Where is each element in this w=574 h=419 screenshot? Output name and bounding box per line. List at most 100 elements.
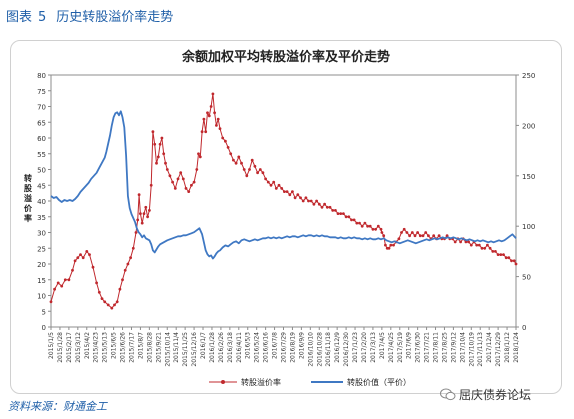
- premium-point: [402, 227, 406, 231]
- premium-point: [424, 231, 428, 234]
- premium-point: [514, 262, 518, 266]
- premium-point: [491, 250, 495, 253]
- premium-point: [266, 180, 270, 184]
- x-tick-label: 2015/6/5: [111, 332, 118, 359]
- y-left-tick-label: 35: [37, 214, 46, 222]
- premium-point: [200, 130, 204, 134]
- premium-point: [488, 246, 492, 250]
- x-tick-label: 2016/4/11: [236, 332, 243, 363]
- premium-point: [195, 168, 199, 171]
- premium-point: [380, 231, 384, 234]
- premium-point: [91, 265, 95, 269]
- x-tick-label: 2016/6/16: [263, 332, 270, 363]
- figure-caption: 图表 5 历史转股溢价率走势: [6, 6, 173, 25]
- x-tick-label: 2016/1/28: [209, 332, 216, 363]
- y-left-tick-label: 80: [37, 72, 46, 80]
- y-right-tick-label: 200: [522, 122, 535, 130]
- premium-point: [483, 246, 487, 250]
- premium-point: [165, 168, 169, 171]
- x-tick-label: 2017/8/25: [441, 332, 448, 363]
- premium-point: [272, 180, 276, 184]
- premium-point: [242, 168, 246, 171]
- x-tick-label: 2017/7/21: [424, 332, 431, 363]
- premium-point: [206, 111, 209, 115]
- premium-point: [437, 234, 441, 238]
- x-tick-label: 2017/12/29: [495, 332, 502, 367]
- legend-premium-marker: [221, 380, 225, 384]
- premium-point: [226, 146, 230, 149]
- premium-point: [269, 183, 273, 187]
- x-tick-label: 2018/1/24: [513, 332, 520, 363]
- premium-point: [384, 243, 387, 247]
- x-tick-label: 2016/7/8: [272, 332, 279, 359]
- premium-point: [218, 127, 222, 130]
- x-tick-label: 2017/5/19: [397, 332, 404, 363]
- premium-point: [56, 281, 60, 285]
- premium-point: [207, 114, 211, 118]
- premium-point: [387, 246, 391, 250]
- x-tick-label: 2015/1/5: [48, 332, 55, 359]
- premium-point: [285, 190, 289, 194]
- watermark: 屈庆债券论坛: [440, 386, 531, 403]
- price-series-line: [50, 110, 517, 260]
- x-tick-label: 2015/10/14: [164, 332, 171, 367]
- caption-prefix: 图表: [6, 10, 33, 25]
- x-tick-label: 2016/5/3: [245, 332, 252, 359]
- premium-point: [320, 205, 324, 209]
- premium-point: [371, 227, 375, 231]
- y-left-tick-label: 20: [37, 261, 46, 269]
- y-left-tick-label: 15: [37, 277, 46, 285]
- premium-point: [190, 183, 193, 187]
- premium-point: [464, 240, 468, 244]
- legend-premium-label: 转股溢价率: [241, 377, 281, 387]
- premium-point: [248, 168, 251, 171]
- premium-point: [475, 243, 479, 247]
- chart-svg: 余额加权平均转股溢价率及平价走势 0 5 10 15 20 25 30 35 40 45 50 55 60…: [24, 49, 535, 387]
- y-left-tick-label: 30: [37, 230, 46, 238]
- premium-point: [504, 256, 508, 260]
- watermark-text: 屈庆债券论坛: [459, 388, 532, 402]
- premium-point: [211, 92, 215, 96]
- premium-point: [421, 234, 425, 238]
- premium-point: [173, 187, 177, 190]
- premium-point: [176, 177, 180, 181]
- premium-point: [164, 161, 167, 165]
- premium-point: [118, 287, 122, 291]
- premium-point: [53, 287, 56, 291]
- x-tick-label: 2015/12/16: [191, 332, 198, 367]
- premium-point: [360, 224, 364, 228]
- y-right-tick-label: 50: [522, 274, 531, 282]
- x-tick-label: 2017/3/13: [370, 332, 377, 363]
- source-note: 资料来源：财通金工: [8, 400, 107, 413]
- premium-point: [512, 259, 516, 263]
- premium-point: [363, 221, 367, 225]
- premium-point: [123, 268, 127, 272]
- premium-point: [339, 212, 343, 216]
- x-tick-label: 2016/2/26: [218, 332, 225, 363]
- x-tick-label: 2016/7/29: [281, 332, 288, 363]
- premium-point: [507, 256, 511, 260]
- premium-point: [374, 227, 377, 231]
- y-left-tick-label: 55: [37, 151, 46, 159]
- premium-point: [283, 190, 286, 194]
- x-tick-label: 2015/3/12: [75, 332, 82, 363]
- premium-point: [151, 130, 155, 134]
- premium-point: [229, 152, 233, 156]
- premium-point: [60, 284, 64, 288]
- premium-point: [146, 215, 150, 219]
- premium-point: [379, 227, 383, 231]
- premium-point: [291, 190, 294, 194]
- premium-point: [397, 237, 401, 241]
- premium-point: [480, 246, 484, 250]
- premium-point: [309, 199, 313, 203]
- premium-point: [410, 231, 414, 234]
- y-left-tick-label: 60: [37, 135, 46, 143]
- premium-point: [88, 253, 91, 256]
- premium-point: [258, 168, 262, 171]
- premium-point: [355, 221, 359, 225]
- premium-point: [342, 212, 345, 216]
- x-tick-label: 2017/4/25: [388, 332, 395, 363]
- x-tick-label: 2016/12/30: [343, 332, 350, 367]
- premium-point: [126, 262, 130, 266]
- x-tick-label: 2015/4/2: [84, 332, 91, 359]
